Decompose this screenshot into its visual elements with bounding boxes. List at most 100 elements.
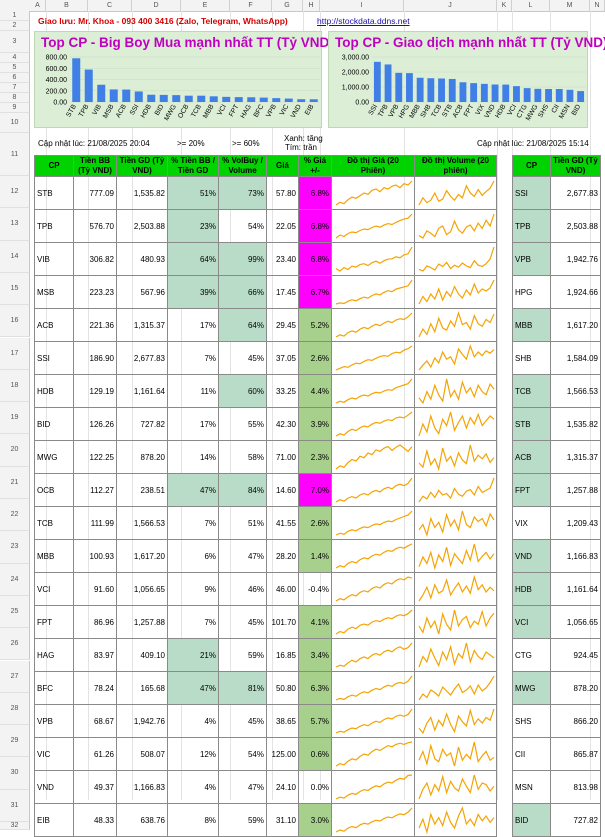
row-header-20[interactable]: 20 <box>0 434 30 467</box>
volume-sparkline-cell[interactable] <box>414 407 497 441</box>
ticker-cell[interactable]: SSI <box>512 176 551 210</box>
gd-value-cell[interactable]: 1,535.82 <box>116 176 168 210</box>
pct-vol-cell[interactable]: 73% <box>218 176 267 210</box>
pct-price-cell[interactable]: 6.8% <box>298 176 332 210</box>
t1-header-2[interactable]: Tiền GD (Tỷ VND) <box>116 155 168 177</box>
row-header-12[interactable]: 12 <box>0 176 30 209</box>
pct-vol-cell[interactable]: 55% <box>218 407 267 441</box>
price-sparkline-cell[interactable] <box>331 341 415 375</box>
bb-value-cell[interactable]: 122.25 <box>73 440 117 474</box>
row-header-3[interactable]: 3 <box>0 31 30 53</box>
column-header-E[interactable]: E <box>181 0 230 11</box>
bb-value-cell[interactable]: 186.90 <box>73 341 117 375</box>
pct-price-cell[interactable]: 0.0% <box>298 770 332 804</box>
t2-header-0[interactable]: CP <box>512 155 551 177</box>
gd-value-cell[interactable]: 1,566.53 <box>550 374 601 408</box>
column-header-H[interactable]: H <box>303 0 320 11</box>
bb-value-cell[interactable]: 78.24 <box>73 671 117 705</box>
pct-price-cell[interactable]: 2.3% <box>298 440 332 474</box>
gd-value-cell[interactable]: 1,924.66 <box>550 275 601 309</box>
bar-FPT[interactable] <box>470 83 478 102</box>
volume-sparkline-cell[interactable] <box>414 539 497 573</box>
ticker-cell[interactable]: TPB <box>34 209 74 243</box>
pct-vol-cell[interactable]: 60% <box>218 374 267 408</box>
pct-price-cell[interactable]: 5.7% <box>298 704 332 738</box>
bar-MSB[interactable] <box>109 89 118 102</box>
price-cell[interactable]: 28.20 <box>266 539 299 573</box>
pct-price-cell[interactable]: 6.3% <box>298 671 332 705</box>
pct-price-cell[interactable]: 4.4% <box>298 374 332 408</box>
price-sparkline-cell[interactable] <box>331 209 415 243</box>
chart-top-trading[interactable]: Top CP - Giao dịch mạnh nhất TT (Tỷ VND)… <box>328 31 605 128</box>
pct-price-cell[interactable]: 2.6% <box>298 506 332 540</box>
gd-value-cell[interactable]: 1,056.65 <box>550 605 601 639</box>
ticker-cell[interactable]: TCB <box>34 506 74 540</box>
price-sparkline-cell[interactable] <box>331 176 415 210</box>
column-header-C[interactable]: C <box>88 0 132 11</box>
bb-value-cell[interactable]: 576.70 <box>73 209 117 243</box>
pct-price-cell[interactable]: 3.4% <box>298 638 332 672</box>
pct-vol-cell[interactable]: 54% <box>218 209 267 243</box>
t1-header-7[interactable]: Đồ thị Giá (20 Phiên) <box>331 155 415 177</box>
row-header-8[interactable]: 8 <box>0 93 30 103</box>
gd-value-cell[interactable]: 878.20 <box>550 671 601 705</box>
ticker-cell[interactable]: TCB <box>512 374 551 408</box>
gd-value-cell[interactable]: 238.51 <box>116 473 168 507</box>
bar-HDB[interactable] <box>502 84 510 102</box>
gd-value-cell[interactable]: 866.20 <box>550 704 601 738</box>
row-header-2[interactable]: 2 <box>0 21 30 31</box>
pct-bb-cell[interactable]: 7% <box>167 506 219 540</box>
bb-value-cell[interactable]: 91.60 <box>73 572 117 606</box>
bar-SHS[interactable] <box>545 89 552 102</box>
bb-value-cell[interactable]: 223.23 <box>73 275 117 309</box>
ticker-cell[interactable]: BID <box>512 803 551 837</box>
pct-vol-cell[interactable]: 46% <box>218 572 267 606</box>
bb-value-cell[interactable]: 777.09 <box>73 176 117 210</box>
bar-VCI[interactable] <box>513 86 520 102</box>
gd-value-cell[interactable]: 508.07 <box>116 737 168 771</box>
price-cell[interactable]: 29.45 <box>266 308 299 342</box>
ticker-cell[interactable]: VND <box>34 770 74 804</box>
pct-vol-cell[interactable]: 54% <box>218 737 267 771</box>
gd-value-cell[interactable]: 1,056.65 <box>116 572 168 606</box>
price-sparkline-cell[interactable] <box>331 407 415 441</box>
bb-value-cell[interactable]: 48.33 <box>73 803 117 837</box>
gd-value-cell[interactable]: 1,535.82 <box>550 407 601 441</box>
bb-value-cell[interactable]: 86.96 <box>73 605 117 639</box>
row-header-7[interactable]: 7 <box>0 83 30 93</box>
volume-sparkline-cell[interactable] <box>414 308 497 342</box>
t1-header-5[interactable]: Giá <box>266 155 299 177</box>
pct-vol-cell[interactable]: 47% <box>218 539 267 573</box>
ticker-cell[interactable]: TPB <box>512 209 551 243</box>
pct-vol-cell[interactable]: 45% <box>218 341 267 375</box>
ticker-cell[interactable]: BID <box>34 407 74 441</box>
pct-price-cell[interactable]: 0.6% <box>298 737 332 771</box>
row-header-11[interactable]: 11 <box>0 133 30 176</box>
bar-MSN[interactable] <box>566 89 574 102</box>
t1-header-0[interactable]: CP <box>34 155 74 177</box>
pct-bb-cell[interactable]: 47% <box>167 671 219 705</box>
price-cell[interactable]: 101.70 <box>266 605 299 639</box>
ticker-cell[interactable]: VIX <box>512 506 551 540</box>
t2-header-1[interactable]: Tiền GD (Tỷ VND) <box>550 155 601 177</box>
pct-price-cell[interactable]: 2.6% <box>298 341 332 375</box>
pct-bb-cell[interactable]: 64% <box>167 242 219 276</box>
price-sparkline-cell[interactable] <box>331 440 415 474</box>
price-cell[interactable]: 50.80 <box>266 671 299 705</box>
volume-sparkline-cell[interactable] <box>414 506 497 540</box>
column-header-I[interactable]: I <box>320 0 404 11</box>
pct-bb-cell[interactable]: 7% <box>167 605 219 639</box>
volume-sparkline-cell[interactable] <box>414 341 497 375</box>
gd-value-cell[interactable]: 1,617.20 <box>116 539 168 573</box>
price-cell[interactable]: 23.40 <box>266 242 299 276</box>
pct-vol-cell[interactable]: 66% <box>218 275 267 309</box>
pct-bb-cell[interactable]: 4% <box>167 704 219 738</box>
bar-MWG[interactable] <box>172 95 181 102</box>
row-header-28[interactable]: 28 <box>0 692 30 726</box>
bar-VPB[interactable] <box>272 98 281 102</box>
row-header-19[interactable]: 19 <box>0 402 30 435</box>
bb-value-cell[interactable]: 61.26 <box>73 737 117 771</box>
ticker-cell[interactable]: HPG <box>512 275 551 309</box>
ticker-cell[interactable]: EIB <box>34 803 74 837</box>
gd-value-cell[interactable]: 1,942.76 <box>116 704 168 738</box>
